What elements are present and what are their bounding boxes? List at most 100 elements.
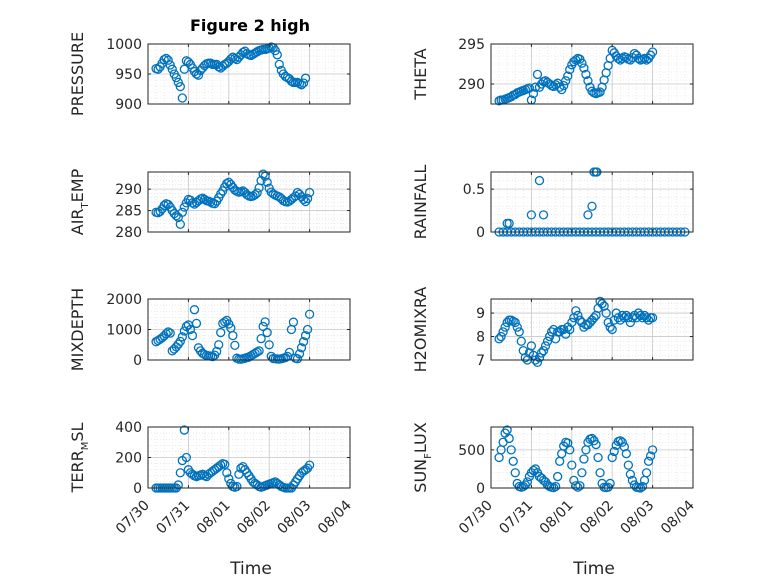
data-point <box>526 341 537 351</box>
data-point <box>179 425 190 435</box>
data-point <box>504 218 514 229</box>
y-axis-label: H2OMIXRA <box>411 287 430 373</box>
data-point <box>300 73 311 83</box>
y-axis-label: SUNFLUX <box>411 422 434 492</box>
data-point <box>593 452 603 463</box>
data-point <box>623 460 634 470</box>
y-tick-label: 280 <box>115 225 142 241</box>
data-point <box>506 445 516 455</box>
data-point <box>609 446 619 457</box>
x-tick-label: 08/04 <box>315 497 355 537</box>
y-axis-label: AIRTEMP <box>68 168 91 235</box>
y-tick-label: 0 <box>133 353 142 369</box>
subplot-3: 280 285 290 AIRTEMP <box>68 168 351 241</box>
data-point <box>177 207 187 217</box>
y-axis-label: PRESSURE <box>68 32 87 116</box>
y-tick-label: 2000 <box>106 292 142 308</box>
data-point <box>627 475 638 486</box>
data-point <box>163 327 173 337</box>
data-point <box>167 64 177 74</box>
data-point <box>262 177 272 187</box>
subplot-2: 290 295 THETA <box>411 37 694 106</box>
data-point <box>294 78 305 89</box>
data-point <box>567 460 577 470</box>
data-point <box>502 425 512 435</box>
y-tick-label: 0 <box>476 481 485 497</box>
data-point <box>284 347 295 358</box>
axes-box <box>147 171 351 233</box>
x-tick-label: 08/01 <box>537 498 577 538</box>
data-point <box>607 324 617 335</box>
y-tick-label: 285 <box>115 204 142 220</box>
data-point <box>171 72 181 83</box>
data-point <box>296 343 307 353</box>
data-point <box>175 468 185 478</box>
data-point <box>528 88 539 99</box>
data-point <box>625 317 636 328</box>
data-point <box>504 433 514 444</box>
data-point <box>252 188 262 198</box>
x-tick-label: 07/30 <box>456 498 496 538</box>
data-point <box>555 82 565 92</box>
axes-background <box>491 299 693 360</box>
data-point <box>534 175 545 186</box>
data-point <box>573 310 583 321</box>
data-point <box>250 190 260 200</box>
y-tick-label: 0.5 <box>463 182 485 198</box>
data-point <box>304 187 315 198</box>
data-point <box>510 468 520 478</box>
data-point <box>262 327 272 338</box>
x-tick-label: 07/31 <box>496 498 536 538</box>
data-point <box>272 50 282 60</box>
data-point <box>177 93 187 103</box>
data-point <box>159 200 169 211</box>
data-point <box>605 478 615 489</box>
axes-box <box>490 43 694 105</box>
data-point <box>563 438 573 448</box>
data-point <box>645 451 656 461</box>
data-point <box>288 317 299 327</box>
data-point <box>579 454 589 464</box>
y-tick-label: 290 <box>115 182 142 198</box>
data-point <box>220 459 230 470</box>
data-point <box>583 210 593 220</box>
data-point <box>581 69 591 80</box>
data-point <box>193 70 204 80</box>
data-point <box>559 80 569 91</box>
data-point <box>175 336 185 347</box>
y-tick-label: 500 <box>458 443 485 459</box>
x-tick-label: 08/01 <box>194 498 234 538</box>
data-point <box>181 452 192 463</box>
data-point <box>627 313 638 323</box>
axes-box <box>490 426 694 489</box>
subplot-1: 900 950 1000 PRESSURE <box>68 32 351 116</box>
data-point <box>214 340 224 350</box>
data-point <box>647 313 658 323</box>
data-point <box>526 210 537 220</box>
data-point <box>254 346 264 356</box>
data-point <box>216 460 226 470</box>
data-point <box>238 47 248 58</box>
x-axis-label-right: Time <box>572 559 615 579</box>
data-point <box>603 317 613 328</box>
data-point <box>298 78 309 88</box>
y-tick-label: 1000 <box>106 323 142 339</box>
data-point <box>647 445 658 455</box>
data-point <box>494 334 504 344</box>
data-point <box>575 315 585 325</box>
data-point <box>294 349 305 359</box>
data-point <box>161 329 171 339</box>
data-point <box>258 169 268 179</box>
data-point <box>500 322 510 332</box>
y-tick-label: 7 <box>476 353 485 369</box>
data-point <box>296 80 307 90</box>
data-point <box>561 76 571 86</box>
data-point <box>611 308 621 318</box>
data-point <box>222 468 232 478</box>
x-tick-label: 07/31 <box>153 498 193 538</box>
y-axis-label: TERRMSL <box>68 423 91 494</box>
data-point <box>641 468 652 478</box>
data-point <box>224 474 234 484</box>
y-tick-label: 400 <box>115 420 142 436</box>
